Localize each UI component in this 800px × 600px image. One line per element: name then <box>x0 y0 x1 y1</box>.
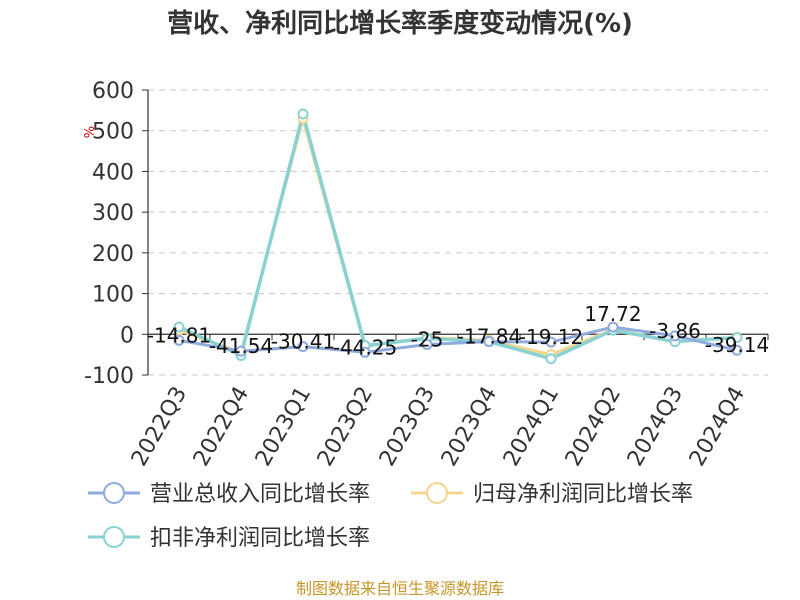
series-point-0 <box>669 330 681 342</box>
data-label: -25 <box>411 327 444 351</box>
series-point-0 <box>235 345 247 357</box>
legend-swatch-marker <box>103 482 125 504</box>
series-point-0 <box>421 338 433 350</box>
x-tick-label: 2022Q4 <box>189 383 254 471</box>
x-tick-label: 2024Q1 <box>499 383 564 471</box>
source-note: 制图数据来自恒生聚源数据库 <box>296 579 504 598</box>
series-point-0 <box>359 346 371 358</box>
chart-title: 营收、净利同比增长率季度变动情况(%) <box>167 8 633 39</box>
legend-swatch-marker <box>426 482 448 504</box>
data-label: -39.14 <box>705 333 769 357</box>
x-tick-label: 2023Q2 <box>313 383 378 471</box>
data-label: -41.54 <box>209 334 273 358</box>
y-tick-label: 400 <box>92 160 134 185</box>
x-tick-label: 2023Q1 <box>251 383 316 471</box>
x-tick-label: 2023Q3 <box>375 383 440 471</box>
x-tick-label: 2024Q2 <box>561 383 626 471</box>
y-tick-label: -100 <box>84 364 134 389</box>
legend-label: 营业总收入同比增长率 <box>150 482 370 507</box>
data-label: -17.84 <box>457 325 521 349</box>
series-point-0 <box>545 336 557 348</box>
x-tick-label: 2022Q3 <box>127 383 192 471</box>
data-labels: -14.81-41.54-30.41-44.25 -25 -17.84-19.121… <box>147 302 769 359</box>
y-tick-label: 0 <box>120 323 134 348</box>
series-point-2 <box>173 321 185 333</box>
x-tick-label: 2024Q4 <box>685 383 750 471</box>
y-axis-ticks: 600 500 400 300 200 100 0 -100 <box>84 79 148 389</box>
series-line-2 <box>178 112 738 361</box>
data-label: -30.41 <box>271 330 335 354</box>
series-point-0 <box>607 321 619 333</box>
data-label: -44.25 <box>333 335 397 359</box>
y-tick-label: 300 <box>92 201 134 226</box>
legend-label: 扣非净利润同比增长率 <box>150 526 370 551</box>
data-label: 17.72 <box>584 302 641 326</box>
series-point-0 <box>483 336 495 348</box>
y-axis-unit: % <box>83 126 98 138</box>
y-tick-label: 100 <box>92 283 134 308</box>
series-point-2 <box>297 108 309 120</box>
y-tick-label: 500 <box>92 120 134 145</box>
series-point-0 <box>297 341 309 353</box>
series-point-2 <box>545 353 557 365</box>
legend-label: 归母净利润同比增长率 <box>473 482 693 507</box>
data-label: -3.86 <box>649 319 701 343</box>
series-group <box>173 108 743 365</box>
x-tick-label: 2023Q4 <box>437 383 502 471</box>
series-point-2 <box>731 332 743 344</box>
data-label: -19.12 <box>519 325 583 349</box>
grid-lines <box>148 89 768 376</box>
series-point-0 <box>173 334 185 346</box>
series-line-0 <box>178 325 738 354</box>
data-label: -14.81 <box>147 323 211 347</box>
y-tick-label: 200 <box>92 242 134 267</box>
legend-swatch-marker <box>103 526 125 548</box>
x-tick-label: 2024Q3 <box>623 383 688 471</box>
series-point-0 <box>731 344 743 356</box>
y-tick-label: 600 <box>92 79 134 104</box>
